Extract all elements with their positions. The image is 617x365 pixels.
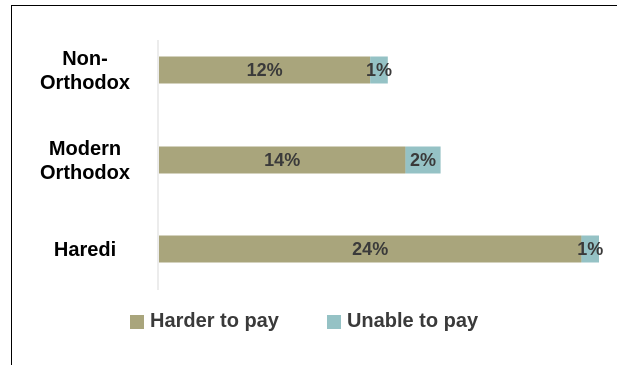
legend-label-unable-to-pay: Unable to pay (346, 310, 479, 332)
bar-unable-to-pay-non-orthodox (370, 56, 388, 84)
data-label-unable-to-pay-modern-orthodox: 2% (410, 150, 436, 170)
legend: Harder to pay Unable to pay (130, 310, 526, 333)
legend-swatch-harder-to-pay (130, 314, 144, 329)
legend-label-harder-to-pay: Harder to pay (150, 310, 279, 332)
legend-item-harder-to-pay: Harder to pay (130, 310, 279, 333)
data-label-unable-to-pay-non-orthodox: 1% (366, 60, 392, 80)
category-label-non-orthodox: Non-Orthodox (40, 48, 130, 94)
bar-harder-to-pay-modern-orthodox (159, 146, 406, 174)
legend-swatch-unable-to-pay (326, 314, 341, 329)
data-label-harder-to-pay-haredi: 24% (352, 239, 388, 259)
category-label-line: Orthodox (40, 162, 130, 184)
bar-unable-to-pay-haredi (581, 235, 599, 263)
data-label-harder-to-pay-modern-orthodox: 14% (264, 150, 300, 170)
bar-harder-to-pay-non-orthodox (159, 56, 371, 84)
category-label-line: Orthodox (40, 72, 130, 94)
category-label-haredi: Haredi (54, 239, 116, 261)
data-label-unable-to-pay-haredi: 1% (577, 239, 603, 259)
legend-item-unable-to-pay: Unable to pay (326, 310, 479, 333)
category-label-line: Non- (62, 48, 108, 70)
bar-unable-to-pay-modern-orthodox (405, 146, 441, 174)
category-label-line: Haredi (54, 239, 116, 261)
category-label-line: Modern (49, 138, 121, 160)
chart-frame (11, 5, 617, 365)
category-label-modern-orthodox: Modern Orthodox (40, 138, 130, 184)
data-label-harder-to-pay-non-orthodox: 12% (247, 60, 283, 80)
bar-harder-to-pay-haredi (159, 235, 582, 263)
